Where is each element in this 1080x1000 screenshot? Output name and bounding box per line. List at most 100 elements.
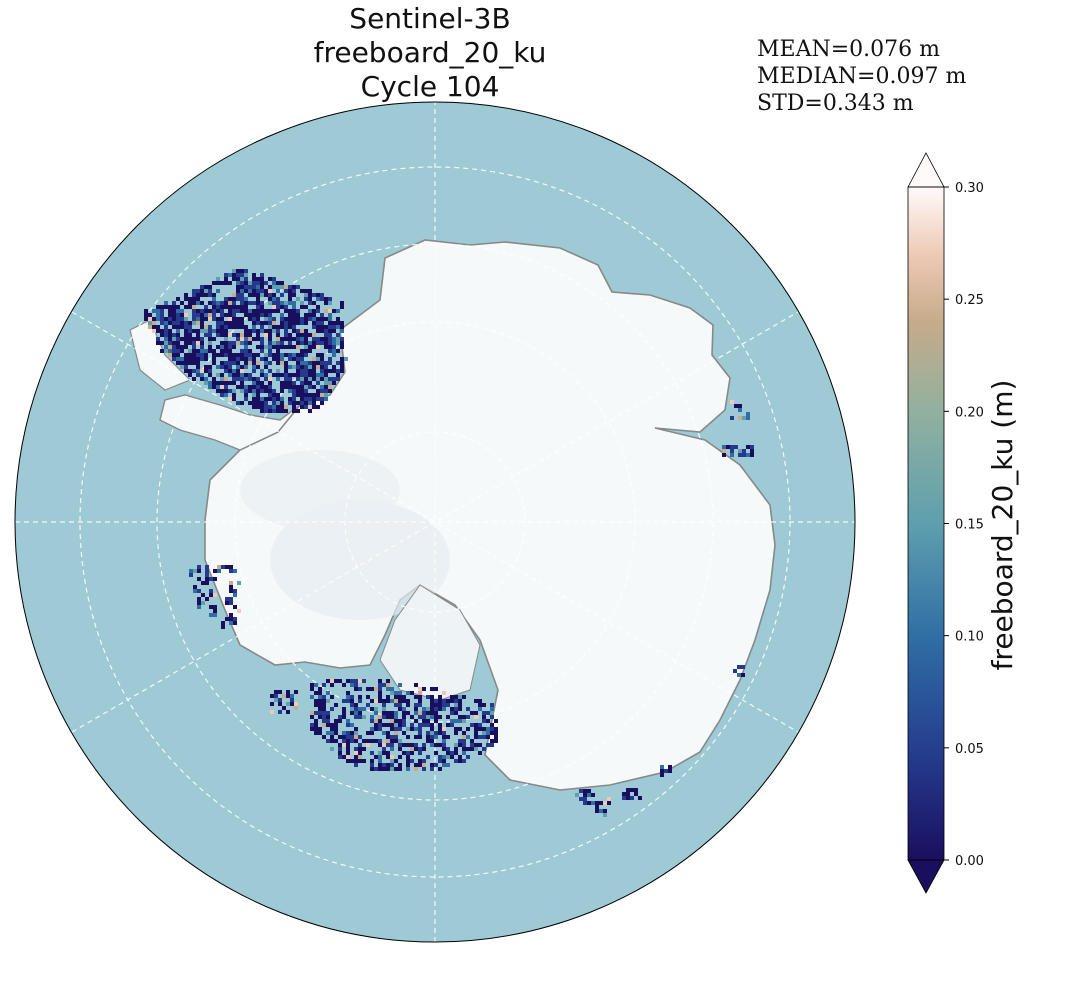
freeboard-pixel [458,739,462,743]
freeboard-pixel [268,293,272,297]
freeboard-pixel [314,731,318,735]
freeboard-pixel [220,349,224,353]
freeboard-pixel [746,416,750,420]
freeboard-pixel [312,365,316,369]
freeboard-pixel [446,751,450,755]
freeboard-pixel [236,341,240,345]
freeboard-pixel [292,357,296,361]
freeboard-pixel [168,317,172,321]
freeboard-pixel [426,695,430,699]
freeboard-pixel [228,313,232,317]
freeboard-pixel [192,321,196,325]
freeboard-pixel [172,353,176,357]
freeboard-pixel [228,397,232,401]
freeboard-pixel [378,719,382,723]
freeboard-pixel [462,739,466,743]
freeboard-pixel [474,731,478,735]
freeboard-pixel [200,293,204,297]
freeboard-pixel [599,809,603,813]
freeboard-pixel [232,317,236,321]
freeboard-pixel [486,711,490,715]
freeboard-pixel [264,289,268,293]
freeboard-pixel [342,731,346,735]
freeboard-pixel [168,341,172,345]
freeboard-pixel [486,731,490,735]
freeboard-pixel [406,727,410,731]
freeboard-pixel [192,377,196,381]
freeboard-pixel [378,699,382,703]
freeboard-pixel [212,305,216,309]
freeboard-pixel [208,293,212,297]
freeboard-pixel [208,325,212,329]
freeboard-pixel [188,357,192,361]
map-area [15,102,855,942]
freeboard-pixel [314,691,318,695]
freeboard-pixel [220,301,224,305]
freeboard-pixel [172,333,176,337]
freeboard-pixel [336,341,340,345]
freeboard-pixel [328,301,332,305]
freeboard-pixel [741,665,745,669]
freeboard-pixel [454,727,458,731]
freeboard-pixel [144,317,148,321]
colorbar-max-arrow [907,152,945,188]
freeboard-pixel [272,281,276,285]
freeboard-pixel [288,357,292,361]
freeboard-pixel [229,581,233,585]
freeboard-pixel [410,759,414,763]
freeboard-pixel [244,289,248,293]
freeboard-pixel [212,297,216,301]
freeboard-pixel [232,361,236,365]
freeboard-pixel [244,329,248,333]
freeboard-pixel [272,397,276,401]
freeboard-pixel [244,345,248,349]
freeboard-pixel [176,313,180,317]
freeboard-pixel [320,361,324,365]
freeboard-pixel [280,325,284,329]
freeboard-pixel [328,357,332,361]
freeboard-pixel [296,321,300,325]
freeboard-pixel [296,373,300,377]
freeboard-pixel [278,690,282,694]
freeboard-pixel [148,321,152,325]
freeboard-pixel [201,593,205,597]
freeboard-pixel [390,755,394,759]
freeboard-pixel [244,301,248,305]
freeboard-pixel [326,711,330,715]
freeboard-pixel [252,329,256,333]
freeboard-pixel [192,357,196,361]
freeboard-pixel [282,706,286,710]
freeboard-pixel [188,329,192,333]
freeboard-pixel [208,349,212,353]
freeboard-pixel [402,707,406,711]
freeboard-pixel [458,719,462,723]
freeboard-pixel [374,767,378,771]
freeboard-pixel [224,353,228,357]
freeboard-pixel [320,337,324,341]
freeboard-pixel [288,397,292,401]
freeboard-pixel [248,293,252,297]
freeboard-pixel [196,333,200,337]
freeboard-pixel [304,365,308,369]
freeboard-pixel [260,277,264,281]
freeboard-pixel [184,325,188,329]
freeboard-pixel [208,301,212,305]
freeboard-pixel [204,369,208,373]
freeboard-pixel [750,453,754,457]
freeboard-pixel [148,313,152,317]
freeboard-pixel [264,357,268,361]
freeboard-pixel [322,695,326,699]
freeboard-pixel [288,365,292,369]
colorbar-tick-label: 0.30 [955,181,984,196]
freeboard-pixel [386,731,390,735]
freeboard-pixel [292,381,296,385]
freeboard-pixel [256,401,260,405]
freeboard-pixel [240,369,244,373]
freeboard-pixel [200,329,204,333]
freeboard-pixel [204,309,208,313]
freeboard-pixel [300,373,304,377]
freeboard-pixel [438,767,442,771]
freeboard-pixel [286,702,290,706]
freeboard-pixel [192,301,196,305]
freeboard-pixel [276,377,280,381]
